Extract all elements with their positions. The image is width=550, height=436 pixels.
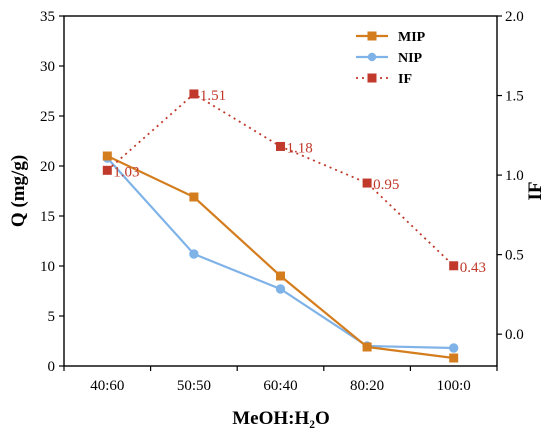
series-layer: 1.03 1.51 1.18 0.95 0.43 xyxy=(102,88,486,363)
y-right-tick-label: 0.0 xyxy=(505,327,524,343)
legend: MIP NIP IF xyxy=(356,30,426,87)
series-line-mip xyxy=(106,155,454,360)
data-label-if: 1.51 xyxy=(200,88,226,104)
point-if xyxy=(276,141,285,151)
point-mip xyxy=(449,353,459,363)
point-if xyxy=(362,178,372,188)
data-label-if: 0.43 xyxy=(460,260,486,276)
point-if xyxy=(449,261,459,271)
legend-label-nip: NIP xyxy=(398,51,423,66)
data-label-if: 1.03 xyxy=(113,164,139,180)
point-if xyxy=(189,89,199,99)
y-right-tick-label: 1.5 xyxy=(505,89,524,105)
y-left-tick-label: 15 xyxy=(40,209,55,225)
y-left-tick-label: 20 xyxy=(40,159,55,175)
point-nip xyxy=(449,343,459,353)
data-label-if: 1.18 xyxy=(287,140,313,156)
y-left-tick-label: 10 xyxy=(40,259,55,275)
y-left-tick-label: 30 xyxy=(40,59,55,75)
x-ticks: 40:60 50:50 60:40 80:20 100:0 xyxy=(63,366,498,394)
y-right-ticks: 0.0 0.5 1.0 1.5 2.0 xyxy=(497,9,524,343)
x-tick-label: 40:60 xyxy=(90,378,124,394)
point-mip xyxy=(189,192,199,202)
legend-label-mip: MIP xyxy=(398,30,426,45)
legend-marker-mip xyxy=(367,31,377,41)
y-right-tick-label: 1.0 xyxy=(505,168,524,184)
data-label-if: 0.95 xyxy=(373,177,399,193)
y-left-tick-label: 35 xyxy=(40,9,55,25)
y-left-tick-label: 0 xyxy=(48,359,56,375)
point-if xyxy=(102,165,112,175)
legend-marker-nip xyxy=(367,52,377,62)
point-mip xyxy=(276,271,285,281)
y-left-tick-label: 5 xyxy=(48,309,56,325)
legend-marker-if xyxy=(367,73,377,83)
y-left-tick-label: 25 xyxy=(40,109,55,125)
y-left-ticks: 0 5 10 15 20 25 30 35 xyxy=(40,9,64,375)
x-tick-label: 80:20 xyxy=(350,378,384,394)
x-tick-label: 100:0 xyxy=(437,378,471,394)
legend-label-if: IF xyxy=(398,72,412,87)
point-mip xyxy=(362,342,372,352)
x-axis-title: MeOH:H₂O xyxy=(232,408,330,429)
y-axis-right-title: IF xyxy=(525,182,546,201)
y-axis-left-title: Q (mg/g) xyxy=(8,155,29,227)
point-nip xyxy=(275,284,286,294)
x-tick-label: 60:40 xyxy=(263,378,297,394)
x-tick-label: 50:50 xyxy=(177,378,211,394)
point-mip xyxy=(102,151,112,161)
plot-frame xyxy=(63,15,498,367)
series-line-nip xyxy=(106,157,454,350)
y-right-tick-label: 0.5 xyxy=(505,248,524,264)
y-right-tick-label: 2.0 xyxy=(505,9,524,25)
point-nip xyxy=(189,249,199,259)
